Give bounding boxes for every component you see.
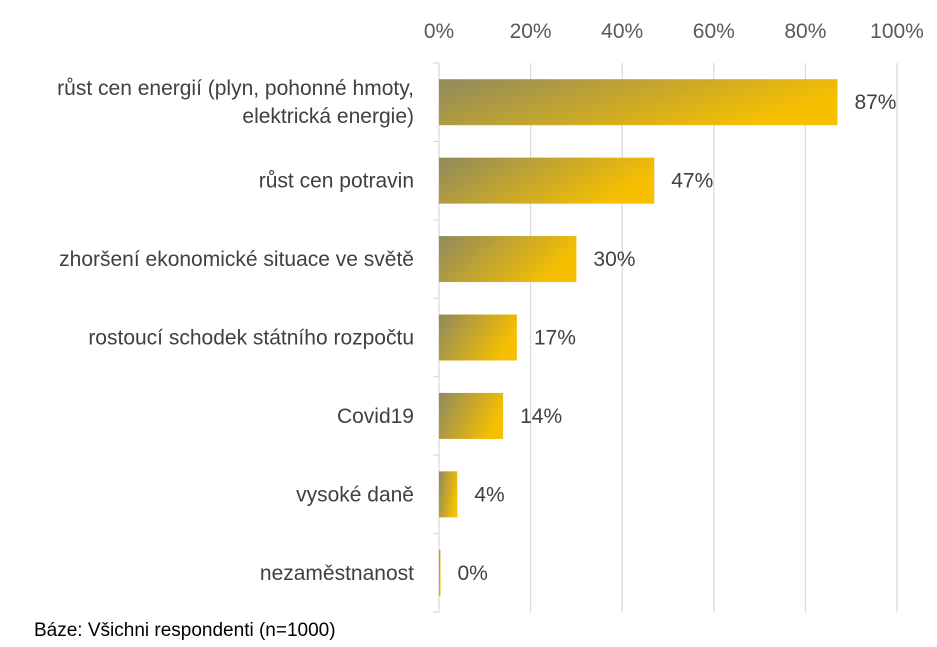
x-tick-label: 0% [424,20,454,43]
bar [439,157,655,204]
data-labels: 87% 47% 30% 17% 14% 4% 0% [458,91,897,585]
x-tick-label: 60% [693,20,735,43]
data-label: 47% [671,170,713,193]
bar [439,314,517,361]
x-tick-label: 40% [601,20,643,43]
category-labels: růst cen energií (plyn, pohonné hmoty, el… [57,77,414,585]
data-label: 14% [520,405,562,428]
bar [439,79,838,126]
data-label: 0% [458,562,488,585]
x-axis-ticks: 0% 20% 40% 60% 80% 100% [424,20,924,43]
x-tick-label: 80% [784,20,826,43]
bar [439,392,504,439]
category-label: Covid19 [337,405,414,428]
bars [439,79,838,596]
category-label: růst cen potravin [259,170,414,193]
data-label: 17% [534,327,576,350]
bar [439,471,458,518]
bar [439,236,577,283]
x-tick-label: 100% [870,20,924,43]
data-label: 30% [593,248,635,271]
data-label: 87% [854,91,896,114]
category-label: rostoucí schodek státního rozpočtu [88,327,414,350]
footnote: Báze: Všichni respondenti (n=1000) [34,620,336,641]
category-label: zhoršení ekonomické situace ve světě [59,248,414,271]
x-tick-label: 20% [510,20,552,43]
category-label: vysoké daně [296,483,414,506]
category-label: růst cen energií (plyn, pohonné hmoty, el… [57,77,414,128]
bar [439,549,441,596]
data-label: 4% [474,483,504,506]
category-label: nezaměstnanost [260,562,414,585]
